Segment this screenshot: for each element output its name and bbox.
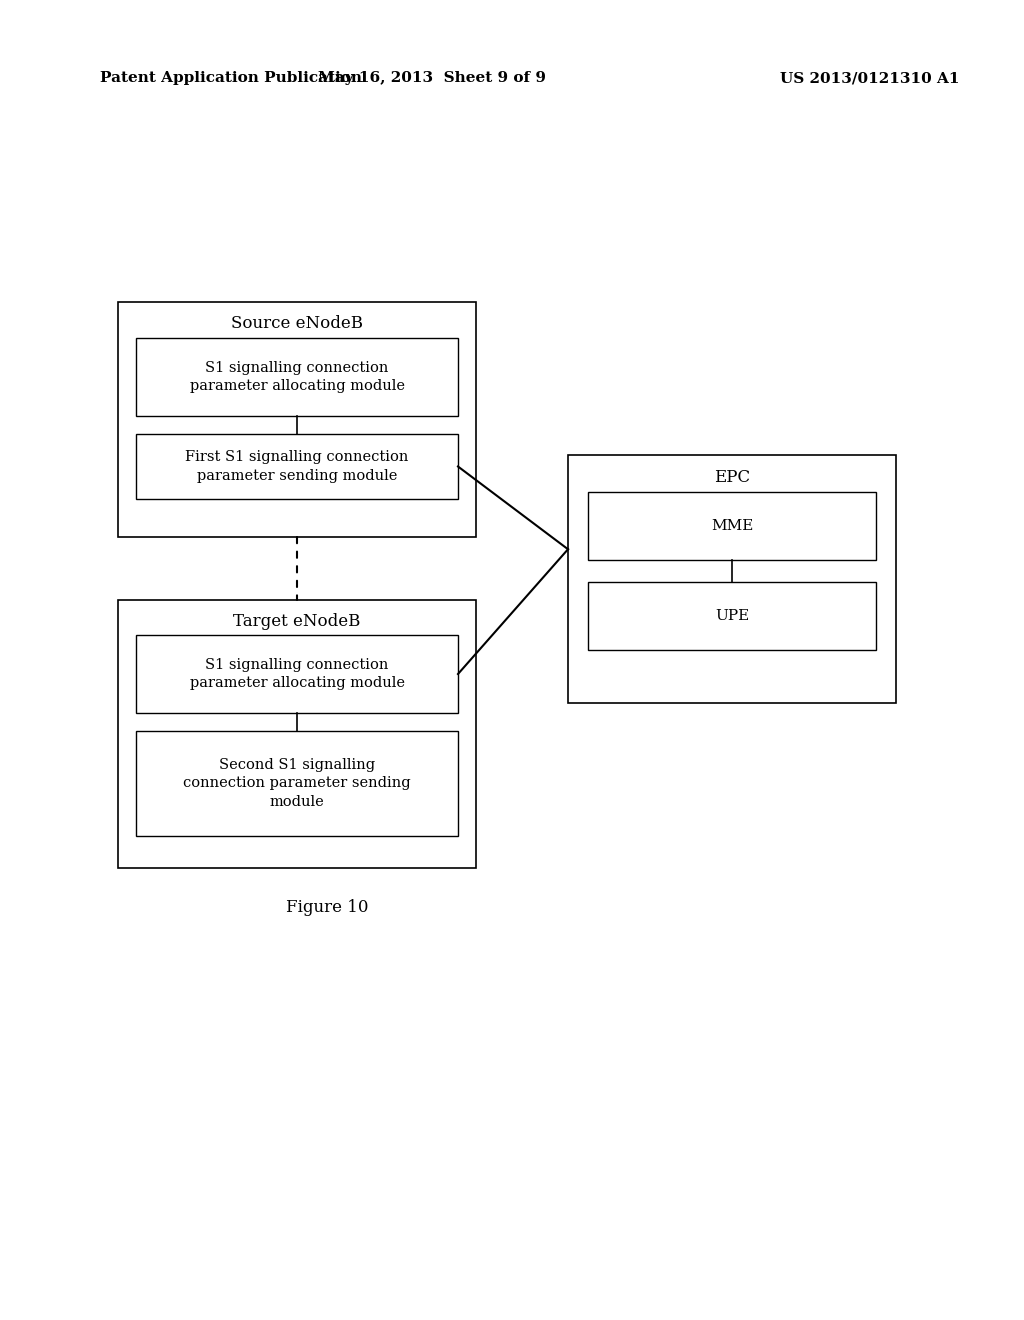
Text: Source eNodeB: Source eNodeB [231,315,362,333]
Text: First S1 signalling connection
parameter sending module: First S1 signalling connection parameter… [185,450,409,483]
Text: MME: MME [711,519,754,533]
Text: Target eNodeB: Target eNodeB [233,614,360,631]
Text: Second S1 signalling
connection parameter sending
module: Second S1 signalling connection paramete… [183,758,411,809]
Bar [118,302,476,537]
Text: EPC: EPC [714,469,750,486]
Bar [118,601,476,869]
Text: US 2013/0121310 A1: US 2013/0121310 A1 [780,71,959,84]
Bar [136,731,458,836]
Text: Figure 10: Figure 10 [286,899,369,916]
Bar [136,338,458,416]
Bar [136,434,458,499]
Text: May 16, 2013  Sheet 9 of 9: May 16, 2013 Sheet 9 of 9 [318,71,546,84]
Text: S1 signalling connection
parameter allocating module: S1 signalling connection parameter alloc… [189,360,404,393]
Text: S1 signalling connection
parameter allocating module: S1 signalling connection parameter alloc… [189,657,404,690]
Text: UPE: UPE [715,609,750,623]
Bar [588,492,876,560]
Bar [136,635,458,713]
Bar [568,455,896,704]
Text: Patent Application Publication: Patent Application Publication [100,71,362,84]
Bar [588,582,876,649]
